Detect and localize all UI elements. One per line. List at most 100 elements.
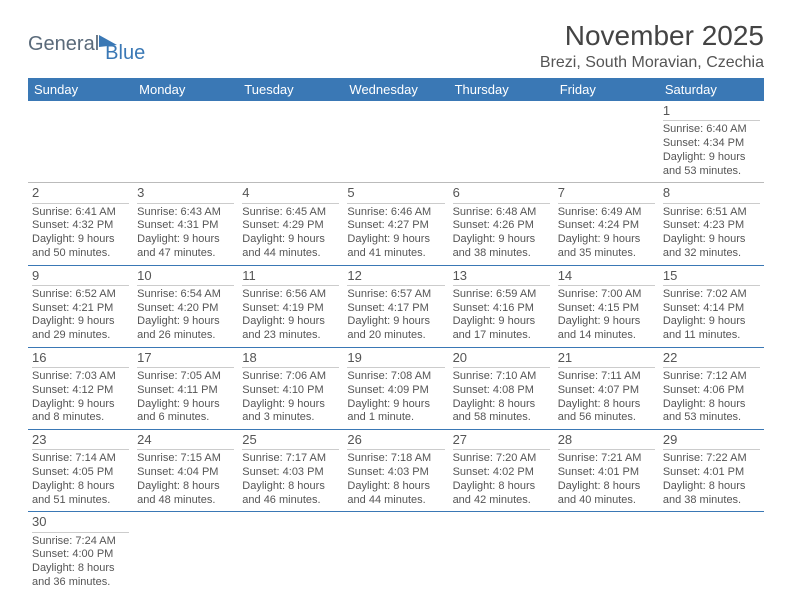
sunset-line: Sunset: 4:17 PM: [347, 302, 444, 316]
sunset-line: Sunset: 4:11 PM: [137, 384, 234, 398]
day-header: Monday: [133, 78, 238, 101]
calendar-cell: 29Sunrise: 7:22 AMSunset: 4:01 PMDayligh…: [659, 430, 764, 512]
calendar-cell: 18Sunrise: 7:06 AMSunset: 4:10 PMDayligh…: [238, 347, 343, 429]
sunset-line: Sunset: 4:23 PM: [663, 219, 760, 233]
sunrise-line: Sunrise: 7:12 AM: [663, 370, 760, 384]
day-number: 28: [558, 432, 655, 450]
calendar-cell: 7Sunrise: 6:49 AMSunset: 4:24 PMDaylight…: [554, 183, 659, 265]
sunset-line: Sunset: 4:19 PM: [242, 302, 339, 316]
calendar-cell: 20Sunrise: 7:10 AMSunset: 4:08 PMDayligh…: [449, 347, 554, 429]
sunset-line: Sunset: 4:15 PM: [558, 302, 655, 316]
calendar-cell: [449, 101, 554, 183]
calendar-header-row: SundayMondayTuesdayWednesdayThursdayFrid…: [28, 78, 764, 101]
daylight-line: Daylight: 8 hours and 46 minutes.: [242, 480, 339, 508]
sunset-line: Sunset: 4:12 PM: [32, 384, 129, 398]
calendar-cell: 22 Sunrise: 7:12 AMSunset: 4:06 PMDayligh…: [659, 347, 764, 429]
calendar-cell: [343, 101, 448, 183]
day-number: 23: [32, 432, 129, 450]
calendar-week-row: 30Sunrise: 7:24 AMSunset: 4:00 PMDayligh…: [28, 512, 764, 594]
calendar-cell: [238, 101, 343, 183]
sunrise-line: Sunrise: 7:08 AM: [347, 370, 444, 384]
calendar-cell: 28Sunrise: 7:21 AMSunset: 4:01 PMDayligh…: [554, 430, 659, 512]
sunrise-line: Sunrise: 7:02 AM: [663, 288, 760, 302]
daylight-line: Daylight: 9 hours and 38 minutes.: [453, 233, 550, 261]
sunrise-line: Sunrise: 7:06 AM: [242, 370, 339, 384]
day-number: 7: [558, 185, 655, 203]
sunrise-line: Sunrise: 6:59 AM: [453, 288, 550, 302]
calendar-week-row: 9Sunrise: 6:52 AMSunset: 4:21 PMDaylight…: [28, 265, 764, 347]
daylight-line: Daylight: 8 hours and 40 minutes.: [558, 480, 655, 508]
sunset-line: Sunset: 4:27 PM: [347, 219, 444, 233]
daylight-line: Daylight: 8 hours and 36 minutes.: [32, 562, 129, 590]
header: General Blue November 2025 Brezi, South …: [28, 20, 764, 72]
calendar-cell: 8Sunrise: 6:51 AMSunset: 4:23 PMDaylight…: [659, 183, 764, 265]
sunset-line: Sunset: 4:07 PM: [558, 384, 655, 398]
calendar-cell: 14Sunrise: 7:00 AMSunset: 4:15 PMDayligh…: [554, 265, 659, 347]
calendar-cell: 13 Sunrise: 6:59 AMSunset: 4:16 PMDayligh…: [449, 265, 554, 347]
sunrise-line: Sunrise: 7:22 AM: [663, 452, 760, 466]
daylight-line: Daylight: 8 hours and 42 minutes.: [453, 480, 550, 508]
calendar-cell: 4Sunrise: 6:45 AMSunset: 4:29 PMDaylight…: [238, 183, 343, 265]
sunrise-line: Sunrise: 7:05 AM: [137, 370, 234, 384]
sunset-line: Sunset: 4:09 PM: [347, 384, 444, 398]
sunset-line: Sunset: 4:14 PM: [663, 302, 760, 316]
daylight-line: Daylight: 9 hours and 6 minutes.: [137, 398, 234, 426]
calendar-table: SundayMondayTuesdayWednesdayThursdayFrid…: [28, 78, 764, 594]
logo-text-blue: Blue: [105, 42, 145, 65]
daylight-line: Daylight: 9 hours and 32 minutes.: [663, 233, 760, 261]
day-header: Saturday: [659, 78, 764, 101]
daylight-line: Daylight: 9 hours and 44 minutes.: [242, 233, 339, 261]
day-number: 19: [347, 350, 444, 368]
daylight-line: Daylight: 9 hours and 35 minutes.: [558, 233, 655, 261]
sunset-line: Sunset: 4:03 PM: [347, 466, 444, 480]
daylight-line: Daylight: 8 hours and 48 minutes.: [137, 480, 234, 508]
day-number: 14: [558, 268, 655, 286]
sunset-line: Sunset: 4:02 PM: [453, 466, 550, 480]
day-number: 9: [32, 268, 129, 286]
sunset-line: Sunset: 4:01 PM: [558, 466, 655, 480]
daylight-line: Daylight: 8 hours and 53 minutes.: [663, 398, 760, 426]
calendar-cell: [133, 512, 238, 594]
sunrise-line: Sunrise: 7:24 AM: [32, 535, 129, 549]
day-number: 5: [347, 185, 444, 203]
day-number: 3: [137, 185, 234, 203]
sunset-line: Sunset: 4:16 PM: [453, 302, 550, 316]
daylight-line: Daylight: 9 hours and 17 minutes.: [453, 315, 550, 343]
day-number: 27: [453, 432, 550, 450]
sunrise-line: Sunrise: 7:14 AM: [32, 452, 129, 466]
daylight-line: Daylight: 9 hours and 53 minutes.: [663, 151, 760, 179]
calendar-cell: 3Sunrise: 6:43 AMSunset: 4:31 PMDaylight…: [133, 183, 238, 265]
sunset-line: Sunset: 4:29 PM: [242, 219, 339, 233]
sunrise-line: Sunrise: 6:49 AM: [558, 206, 655, 220]
day-number: 12: [347, 268, 444, 286]
sunrise-line: Sunrise: 7:15 AM: [137, 452, 234, 466]
day-header: Tuesday: [238, 78, 343, 101]
day-number: 13: [453, 268, 550, 286]
daylight-line: Daylight: 9 hours and 26 minutes.: [137, 315, 234, 343]
calendar-cell: 24Sunrise: 7:15 AMSunset: 4:04 PMDayligh…: [133, 430, 238, 512]
calendar-cell: 1Sunrise: 6:40 AMSunset: 4:34 PMDaylight…: [659, 101, 764, 183]
sunset-line: Sunset: 4:08 PM: [453, 384, 550, 398]
calendar-cell: [238, 512, 343, 594]
calendar-cell: 2Sunrise: 6:41 AMSunset: 4:32 PMDaylight…: [28, 183, 133, 265]
calendar-cell: [133, 101, 238, 183]
daylight-line: Daylight: 8 hours and 44 minutes.: [347, 480, 444, 508]
sunrise-line: Sunrise: 6:52 AM: [32, 288, 129, 302]
day-number: 22: [663, 350, 760, 368]
sunset-line: Sunset: 4:10 PM: [242, 384, 339, 398]
calendar-cell: 21Sunrise: 7:11 AMSunset: 4:07 PMDayligh…: [554, 347, 659, 429]
calendar-cell: [554, 101, 659, 183]
day-number: 30: [32, 514, 129, 532]
sunset-line: Sunset: 4:06 PM: [663, 384, 760, 398]
calendar-cell: 12Sunrise: 6:57 AMSunset: 4:17 PMDayligh…: [343, 265, 448, 347]
day-number: 25: [242, 432, 339, 450]
sunset-line: Sunset: 4:04 PM: [137, 466, 234, 480]
sunrise-line: Sunrise: 7:18 AM: [347, 452, 444, 466]
daylight-line: Daylight: 9 hours and 47 minutes.: [137, 233, 234, 261]
calendar-cell: [343, 512, 448, 594]
day-number: 2: [32, 185, 129, 203]
calendar-week-row: 2Sunrise: 6:41 AMSunset: 4:32 PMDaylight…: [28, 183, 764, 265]
sunrise-line: Sunrise: 6:56 AM: [242, 288, 339, 302]
calendar-cell: 6Sunrise: 6:48 AMSunset: 4:26 PMDaylight…: [449, 183, 554, 265]
day-header: Wednesday: [343, 78, 448, 101]
